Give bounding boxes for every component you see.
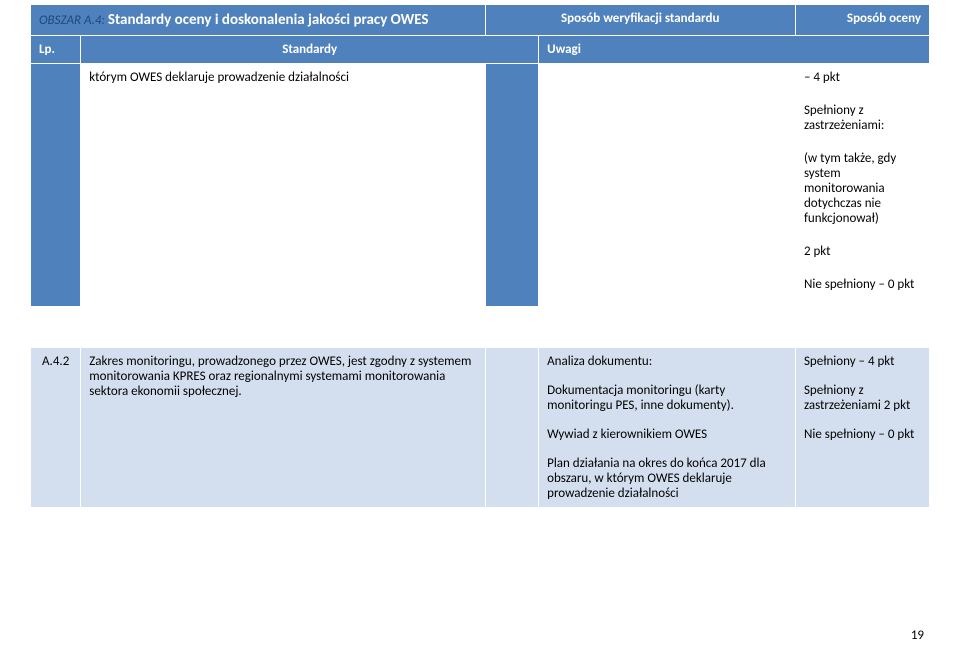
header-row-1: OBSZAR A.4: Standardy oceny i doskonalen… [31,5,930,36]
row2-ocena: Spełniony – 4 pkt Spełniony z zastrzeżen… [795,348,929,508]
row2-ocena-line: Nie spełniony – 0 pkt [804,427,921,442]
row1-ocena-line: Nie spełniony – 0 pkt [804,277,921,292]
standards-table: OBSZAR A.4: Standardy oceny i doskonalen… [30,4,930,508]
row1-ocena-line: – 4 pkt [804,70,921,85]
row1-standardy: którym OWES deklaruje prowadzenie działa… [81,64,485,307]
row2-ocena-line: Spełniony z zastrzeżeniami 2 pkt [804,383,921,413]
row2-zakres-text: Zakres monitoringu, prowadzonego przez O… [89,354,476,399]
row1-ocena-line: 2 pkt [804,244,921,259]
row1-uwagi [539,64,796,307]
page-number: 19 [911,628,924,643]
header-row-2: Lp. Standardy Uwagi [31,36,930,64]
row2-analiza-line: Plan działania na okres do końca 2017 dl… [547,456,787,501]
spacer-row [31,307,930,348]
obszar-title: Standardy oceny i doskonalenia jakości p… [108,11,429,29]
subheader-uwagi: Uwagi [539,36,930,64]
row2-analiza-line: Dokumentacja monitoringu (karty monitori… [547,383,787,413]
obszar-prefix: OBSZAR A.4: [39,13,105,28]
row1-ocena-line: (w tym także, gdy system monitorowania d… [804,151,921,226]
row1-weryf-thin [485,64,539,307]
row2-analiza-line: Analiza dokumentu: [547,354,787,369]
table-row: którym OWES deklaruje prowadzenie działa… [31,64,930,307]
row2-standardy: Zakres monitoringu, prowadzonego przez O… [81,348,485,508]
table-row: A.4.2 Zakres monitoringu, prowadzonego p… [31,348,930,508]
row2-analiza-line: Wywiad z kierownikiem OWES [547,427,787,442]
row2-weryf-thin [485,348,539,508]
header-ocena: Sposób oceny [795,5,929,36]
row2-lp: A.4.2 [31,348,81,508]
row2-ocena-line: Spełniony – 4 pkt [804,354,921,369]
row1-lp [31,64,81,307]
row2-uwagi: Analiza dokumentu: Dokumentacja monitori… [539,348,796,508]
subheader-standardy: Standardy [81,36,539,64]
header-weryfikacja: Sposób weryfikacji standardu [485,5,795,36]
row1-ocena: – 4 pkt Spełniony z zastrzeżeniami: (w t… [795,64,929,307]
header-obszar: OBSZAR A.4: Standardy oceny i doskonalen… [31,5,486,36]
row1-ocena-line: Spełniony z zastrzeżeniami: [804,103,921,133]
page: { "header": { "obszar_prefix": "OBSZAR A… [0,4,960,659]
subheader-lp: Lp. [31,36,81,64]
